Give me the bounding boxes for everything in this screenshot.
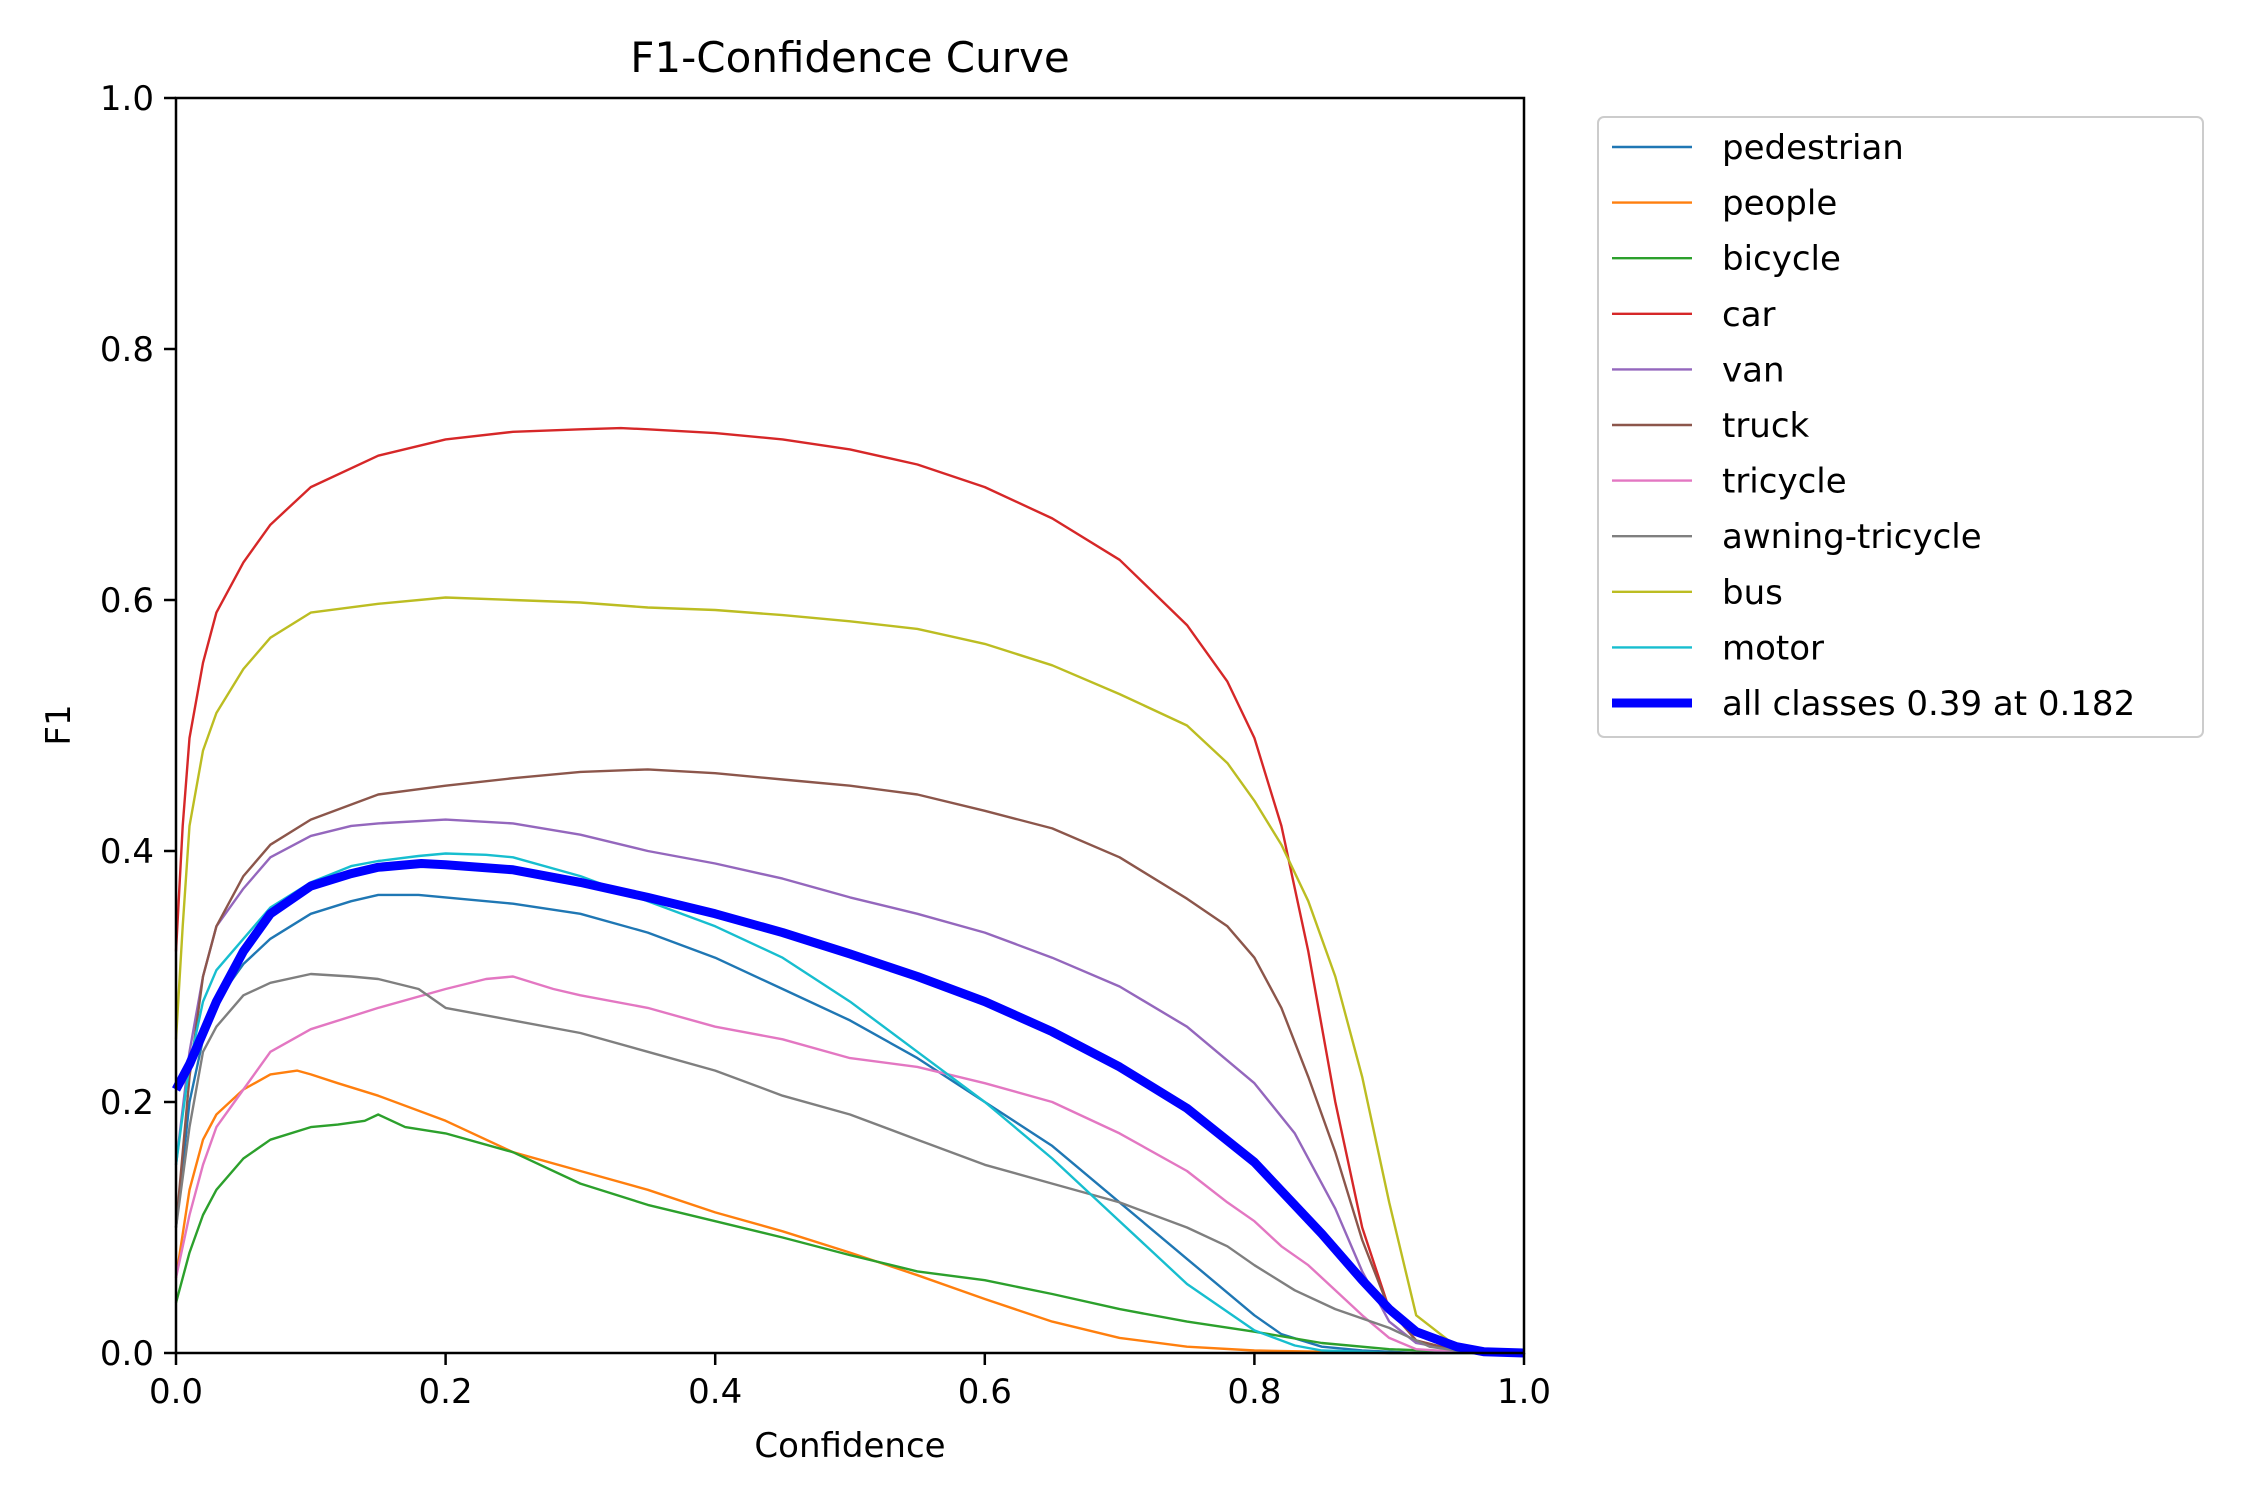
legend-label: awning-tricycle xyxy=(1722,517,1982,557)
series-line-tricycle xyxy=(174,975,1525,1355)
legend-label: tricycle xyxy=(1722,462,1847,502)
legend-label: truck xyxy=(1722,406,1810,446)
series-line-truck xyxy=(174,768,1525,1355)
series-line-all-classes-0-39-at-0-182 xyxy=(172,859,1525,1358)
legend-label: van xyxy=(1722,350,1785,390)
x-tick-label: 0.4 xyxy=(688,1372,742,1412)
legend-label: people xyxy=(1722,184,1837,224)
legend-label: all classes 0.39 at 0.182 xyxy=(1722,684,2135,724)
legend-label: car xyxy=(1722,295,1776,335)
y-tick-label: 0.2 xyxy=(100,1083,154,1123)
plot-frame xyxy=(174,96,1526,1355)
chart-title: F1-Confidence Curve xyxy=(630,33,1069,82)
x-axis: 0.0 0.2 0.4 0.6 0.8 1.0 xyxy=(149,1353,1551,1412)
y-tick-label: 0.8 xyxy=(100,330,154,370)
series-line-car xyxy=(174,426,1525,1355)
series-line-pedestrian xyxy=(174,893,1524,1355)
x-tick-label: 0.8 xyxy=(1227,1372,1281,1412)
series-line-van xyxy=(174,818,1525,1355)
y-tick-label: 0.4 xyxy=(100,832,154,872)
legend-box xyxy=(1597,116,2204,738)
series-layer xyxy=(172,426,1525,1358)
legend-label: motor xyxy=(1722,628,1824,668)
legend: pedestrian people bicycle car van truck tricyc… xyxy=(1597,116,2204,738)
legend-label: bicycle xyxy=(1722,239,1841,279)
x-tick-label: 0.0 xyxy=(149,1372,203,1412)
y-tick-label: 0.6 xyxy=(100,581,154,621)
x-tick-label: 1.0 xyxy=(1497,1372,1551,1412)
legend-label: bus xyxy=(1722,573,1783,613)
y-axis: 0.0 0.2 0.4 0.6 0.8 1.0 xyxy=(100,79,176,1374)
y-tick-label: 0.0 xyxy=(100,1334,154,1374)
series-line-bicycle xyxy=(174,1113,1525,1355)
x-tick-label: 0.6 xyxy=(958,1372,1012,1412)
x-tick-label: 0.2 xyxy=(419,1372,473,1412)
y-axis-label: F1 xyxy=(39,704,79,745)
y-tick-label: 1.0 xyxy=(100,79,154,119)
legend-label: pedestrian xyxy=(1722,128,1904,168)
series-line-awning-tricycle xyxy=(174,972,1525,1355)
series-line-bus xyxy=(174,596,1525,1355)
series-line-people xyxy=(174,1069,1524,1355)
x-axis-label: Confidence xyxy=(754,1426,945,1466)
